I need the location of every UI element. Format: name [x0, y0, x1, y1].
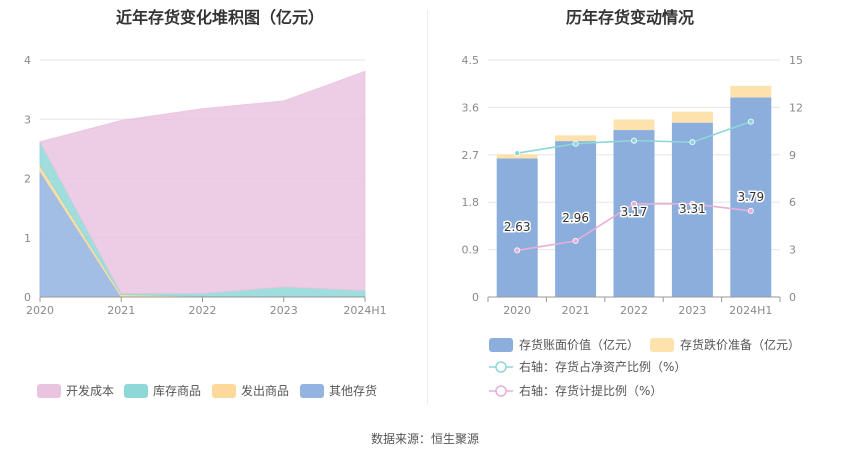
y-tick-label: 3 [24, 113, 31, 126]
x-tick-label: 2021 [562, 304, 590, 317]
line-net-asset-ratio-point [689, 139, 696, 146]
bar-book-value [496, 158, 538, 297]
x-tick-label: 2024H1 [729, 304, 772, 317]
legend-issued-goods-label: 发出商品 [241, 383, 289, 398]
y2-tick-label: 0 [789, 291, 796, 304]
x-tick-label: 2022 [189, 304, 217, 317]
legend-impairment-swatch [650, 338, 674, 352]
x-tick-label: 2022 [620, 304, 648, 317]
line-provision-ratio-legend-label: 右轴：存货计提比例（%） [519, 383, 662, 398]
chart-divider [427, 10, 428, 405]
bar-value-label: 3.79 [737, 190, 764, 204]
y-tick-label: 1 [24, 232, 31, 245]
x-tick-label: 2024H1 [343, 304, 386, 317]
bar-impairment [671, 111, 713, 123]
legend-dev-cost-label: 开发成本 [66, 383, 114, 398]
bar-book-value [613, 130, 655, 297]
line-provision-ratio-point [514, 247, 521, 254]
right-chart-title: 历年存货变动情况 [565, 8, 694, 27]
y-tick-label: 2.7 [462, 149, 480, 162]
y-tick-label: 4 [24, 54, 31, 67]
y-tick-label: 3.6 [462, 101, 480, 114]
legend-book-value-swatch [489, 338, 513, 352]
line-provision-ratio-legend-marker [495, 385, 507, 397]
legend-impairment-label: 存货跌价准备（亿元） [680, 337, 800, 352]
x-tick-label: 2021 [107, 304, 135, 317]
bar-book-value [671, 122, 713, 297]
legend-stock-goods-label: 库存商品 [153, 383, 201, 398]
y2-tick-label: 15 [789, 54, 803, 67]
legend-issued-goods-swatch [212, 384, 236, 398]
y-tick-label: 0 [24, 291, 31, 304]
bar-value-label: 2.63 [504, 220, 531, 234]
legend-other-inventory-label: 其他存货 [329, 383, 377, 398]
y2-tick-label: 6 [789, 196, 796, 209]
line-net-asset-ratio-point [631, 137, 638, 144]
bar-value-label: 2.96 [562, 211, 589, 225]
line-provision-ratio-point [689, 200, 696, 207]
legend-book-value-label: 存货账面价值（亿元） [519, 337, 639, 352]
data-source-note: 数据来源：恒生聚源 [370, 432, 479, 446]
inventory-bar-chart: 0 0.9 1.8 2.7 3.6 4.5 0 3 6 9 12 15 2020 2021 2022 2023… [462, 54, 804, 398]
bar-book-value [730, 97, 772, 297]
bar-impairment [613, 119, 655, 131]
line-net-asset-ratio-legend-label: 右轴：存货占净资产比例（%） [519, 359, 686, 374]
x-tick-label: 2023 [270, 304, 298, 317]
bar-impairment [730, 85, 772, 98]
legend-stock-goods-swatch [124, 384, 148, 398]
x-tick-label: 2020 [26, 304, 54, 317]
y2-tick-label: 9 [789, 149, 796, 162]
y-tick-label: 1.8 [462, 196, 480, 209]
y-tick-label: 4.5 [462, 54, 480, 67]
y-tick-label: 2 [24, 173, 31, 186]
line-net-asset-ratio-point [572, 140, 579, 147]
left-chart-title: 近年存货变化堆积图（亿元） [115, 8, 324, 27]
y-tick-label: 0.9 [462, 244, 480, 257]
area-dev-cost [39, 70, 366, 294]
line-provision-ratio-point [631, 200, 638, 207]
y2-tick-label: 3 [789, 244, 796, 257]
x-tick-label: 2020 [503, 304, 531, 317]
bar-value-label: 3.31 [679, 202, 706, 216]
legend-dev-cost-swatch [37, 384, 61, 398]
line-net-asset-ratio-legend-marker [495, 361, 507, 373]
bar-book-value [555, 141, 597, 297]
line-provision-ratio-point [747, 207, 754, 214]
line-net-asset-ratio-point [514, 150, 521, 157]
line-provision-ratio-point [572, 237, 579, 244]
line-net-asset-ratio-point [747, 118, 754, 125]
bar-impairment [555, 135, 597, 142]
y-tick-label: 0 [472, 291, 479, 304]
legend-other-inventory-swatch [300, 384, 324, 398]
x-tick-label: 2023 [678, 304, 706, 317]
bar-value-label: 3.17 [621, 205, 648, 219]
bar-impairment [496, 154, 538, 159]
stacked-area-chart: 0 1 2 3 4 2020 2021 2022 2023 2024H1 开发成本 库存商品 发出商品 其… [24, 54, 387, 398]
y2-tick-label: 12 [789, 101, 803, 114]
